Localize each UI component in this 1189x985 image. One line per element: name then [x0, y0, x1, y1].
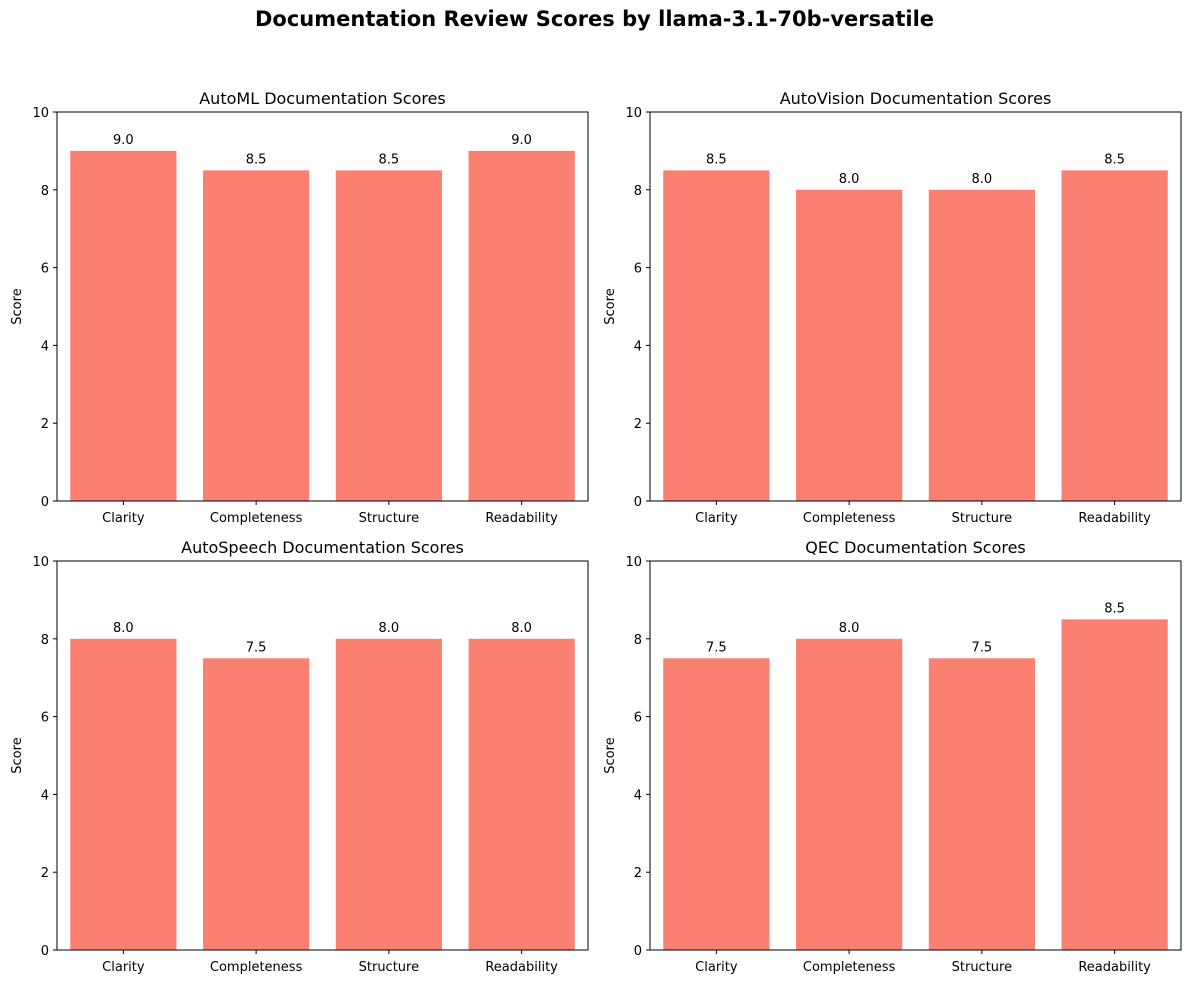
chart-title: AutoML Documentation Scores — [199, 89, 446, 108]
bar-value-label: 8.0 — [511, 621, 532, 636]
chart-title: AutoSpeech Documentation Scores — [181, 538, 464, 557]
y-tick-label: 10 — [625, 106, 642, 121]
y-tick-label: 2 — [634, 866, 642, 881]
y-tick-label: 10 — [32, 555, 49, 570]
y-axis-label: Score — [10, 737, 25, 773]
y-tick-label: 6 — [634, 711, 642, 726]
bar-value-label: 8.5 — [1104, 152, 1125, 167]
bar-value-label: 9.0 — [113, 133, 134, 148]
chart-title: QEC Documentation Scores — [805, 538, 1026, 557]
x-tick-label: Structure — [952, 511, 1012, 526]
x-tick-label: Readability — [1078, 511, 1151, 526]
x-tick-label: Structure — [952, 960, 1012, 975]
bar — [468, 150, 575, 501]
chart-title: AutoVision Documentation Scores — [780, 89, 1052, 108]
y-tick-label: 0 — [634, 944, 642, 959]
bar-value-label: 7.5 — [706, 640, 727, 655]
bar-value-label: 8.5 — [379, 152, 400, 167]
bar-value-label: 8.0 — [113, 621, 134, 636]
x-tick-label: Readability — [1078, 960, 1151, 975]
chart-panels: AutoML Documentation Scores 9.0 Clarity 8.5… — [10, 89, 1182, 975]
bar — [70, 150, 177, 501]
bar — [663, 170, 770, 501]
y-tick-label: 0 — [41, 495, 49, 510]
x-tick-label: Clarity — [102, 960, 145, 975]
x-tick-label: Structure — [359, 511, 419, 526]
bar — [1061, 619, 1168, 950]
bar — [796, 638, 903, 950]
figure-title: Documentation Review Scores by llama-3.1… — [255, 7, 934, 31]
bar — [928, 658, 1035, 950]
bar-value-label: 8.0 — [839, 621, 860, 636]
y-tick-label: 8 — [41, 184, 49, 199]
x-tick-label: Readability — [485, 960, 558, 975]
y-tick-label: 4 — [41, 788, 49, 803]
y-tick-label: 0 — [634, 495, 642, 510]
y-axis-label: Score — [603, 737, 618, 773]
bar — [70, 638, 177, 950]
chart-panel: AutoVision Documentation Scores 8.5 Clarit… — [603, 89, 1182, 526]
bar — [928, 189, 1035, 502]
axes-frame — [649, 111, 1182, 502]
y-tick-label: 6 — [634, 262, 642, 277]
x-tick-label: Clarity — [695, 960, 738, 975]
bar-value-label: 8.5 — [246, 152, 267, 167]
y-tick-label: 2 — [634, 417, 642, 432]
bar — [663, 658, 770, 950]
bar-value-label: 7.5 — [972, 640, 993, 655]
axes-frame — [56, 111, 589, 502]
x-tick-label: Completeness — [803, 511, 896, 526]
bar — [203, 170, 310, 501]
y-tick-label: 4 — [634, 788, 642, 803]
y-tick-label: 6 — [41, 262, 49, 277]
axes-frame — [56, 560, 589, 951]
bar-value-label: 9.0 — [511, 133, 532, 148]
y-tick-label: 8 — [41, 633, 49, 648]
x-tick-label: Readability — [485, 511, 558, 526]
x-tick-label: Completeness — [803, 960, 896, 975]
x-tick-label: Clarity — [695, 511, 738, 526]
bar — [203, 658, 310, 950]
y-tick-label: 10 — [625, 555, 642, 570]
bar-value-label: 8.0 — [972, 172, 993, 187]
x-tick-label: Completeness — [210, 960, 303, 975]
bar-value-label: 8.0 — [839, 172, 860, 187]
y-tick-label: 10 — [32, 106, 49, 121]
bar-value-label: 8.0 — [379, 621, 400, 636]
axes-frame — [649, 560, 1182, 951]
bar-value-label: 7.5 — [246, 640, 267, 655]
bar — [335, 638, 442, 950]
x-tick-label: Completeness — [210, 511, 303, 526]
bar — [468, 638, 575, 950]
bar — [335, 170, 442, 501]
x-tick-label: Clarity — [102, 511, 145, 526]
bar — [1061, 170, 1168, 501]
y-tick-label: 2 — [41, 866, 49, 881]
y-tick-label: 6 — [41, 711, 49, 726]
y-axis-label: Score — [10, 288, 25, 324]
bar — [796, 189, 903, 502]
x-tick-label: Structure — [359, 960, 419, 975]
y-tick-label: 4 — [634, 339, 642, 354]
bar-value-label: 8.5 — [1104, 601, 1125, 616]
y-tick-label: 8 — [634, 633, 642, 648]
y-tick-label: 8 — [634, 184, 642, 199]
y-tick-label: 0 — [41, 944, 49, 959]
y-tick-label: 2 — [41, 417, 49, 432]
y-axis-label: Score — [603, 288, 618, 324]
chart-panel: QEC Documentation Scores 7.5 Clarity 8.0 Com… — [603, 538, 1182, 975]
bar-value-label: 8.5 — [706, 152, 727, 167]
y-tick-label: 4 — [41, 339, 49, 354]
chart-panel: AutoSpeech Documentation Scores 8.0 Clarit… — [10, 538, 589, 975]
chart-panel: AutoML Documentation Scores 9.0 Clarity 8.5… — [10, 89, 589, 526]
